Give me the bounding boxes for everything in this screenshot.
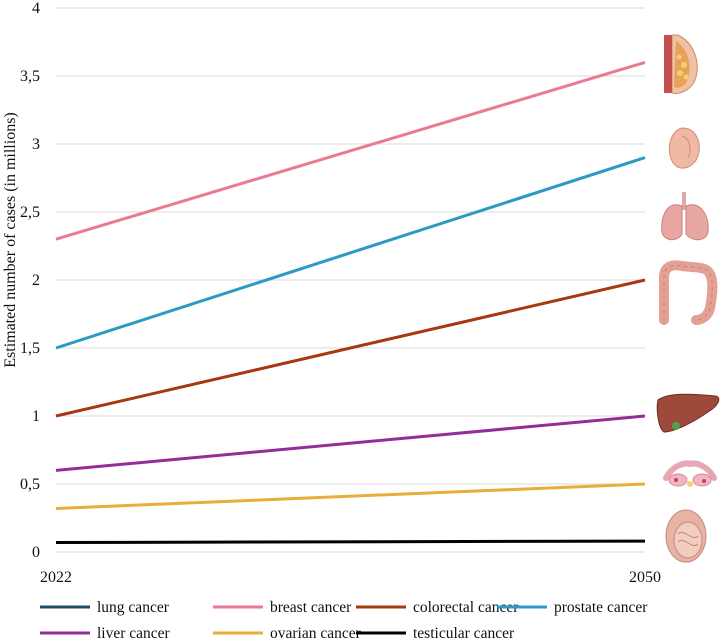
liver-icon <box>656 393 720 433</box>
series-lines <box>55 60 646 544</box>
y-tick-label: 1,5 <box>20 340 40 357</box>
breast-icon <box>664 34 698 94</box>
series-line-liver-cancer <box>55 414 646 472</box>
legend-label: testicular cancer <box>413 625 515 642</box>
legend-label: liver cancer <box>97 625 171 642</box>
series-line-colorectal-cancer <box>55 278 646 418</box>
y-tick-label: 0 <box>32 544 40 561</box>
legend-label: lung cancer <box>97 599 170 616</box>
y-tick-label: 0,5 <box>20 476 40 493</box>
y-tick-label: 3,5 <box>20 68 40 85</box>
series-line-testicular-cancer <box>55 539 646 544</box>
y-tick-label: 4 <box>32 0 40 17</box>
ovaries-icon <box>663 460 717 487</box>
legend-label: ovarian cancer <box>270 625 362 642</box>
prostate-icon <box>668 127 700 169</box>
y-tick-label: 1 <box>32 408 40 425</box>
x-axis-ticks: 2022 2050 <box>40 569 661 586</box>
y-tick-label: 2,5 <box>20 204 40 221</box>
testis-icon <box>665 509 707 563</box>
legend-label: colorectal cancer <box>413 599 519 616</box>
x-tick-label: 2022 <box>40 569 72 586</box>
grid-lines <box>56 7 645 553</box>
series-line-prostate-cancer <box>55 156 646 350</box>
legend: lung cancer breast cancer colorectal cance… <box>40 599 648 642</box>
legend-label: breast cancer <box>270 599 352 616</box>
series-line-breast-cancer <box>55 60 646 241</box>
y-tick-label: 3 <box>32 136 40 153</box>
y-tick-label: 2 <box>32 272 40 289</box>
legend-label: prostate cancer <box>554 599 648 616</box>
y-axis-label: Estimated number of cases (in millions) <box>2 112 19 368</box>
colon-icon <box>659 260 718 325</box>
lungs-icon <box>661 192 709 241</box>
y-axis-ticks: 0 0,5 1 1,5 2 2,5 3 3,5 4 <box>20 0 40 561</box>
series-line-ovarian-cancer <box>55 482 646 510</box>
x-tick-label: 2050 <box>629 569 661 586</box>
